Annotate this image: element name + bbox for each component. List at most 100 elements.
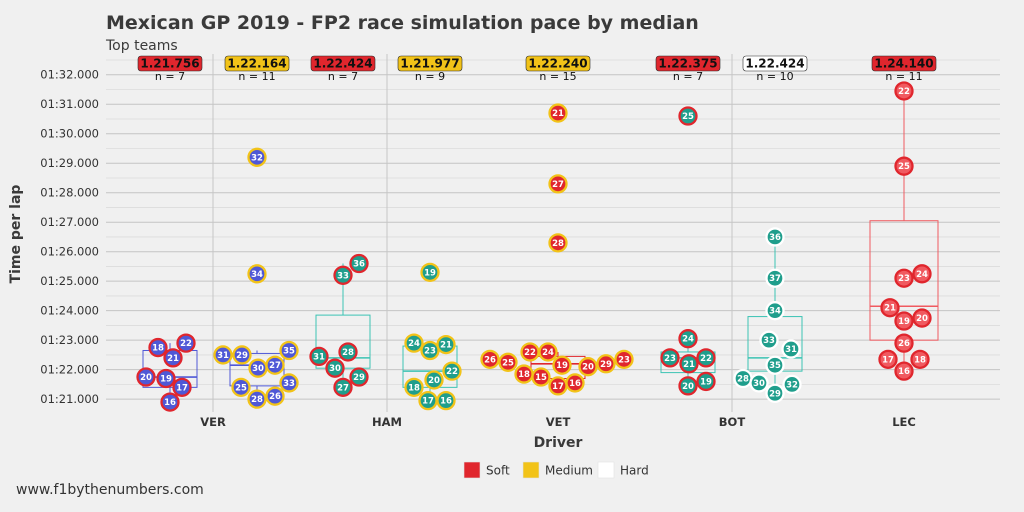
median-badge — [137, 55, 203, 72]
y-tick-label: 01:21.000 — [40, 392, 99, 406]
lap-point — [338, 342, 358, 362]
lap-number-label: 19 — [424, 268, 436, 278]
median-badge — [397, 55, 463, 72]
lap-point — [279, 373, 299, 393]
y-tick-label: 01:29.000 — [40, 156, 99, 170]
lap-number-label: 24 — [542, 348, 554, 358]
chart-title: Mexican GP 2019 - FP2 race simulation pa… — [106, 12, 699, 34]
sample-count-label: n = 9 — [415, 70, 445, 83]
lap-number-label: 16 — [440, 397, 452, 407]
lap-number-label: 21 — [167, 354, 179, 364]
lap-number-label: 33 — [283, 379, 295, 389]
footer-url: www.f1bythenumbers.com — [16, 482, 204, 498]
legend-label: Hard — [620, 464, 649, 478]
lap-number-label: 36 — [769, 233, 781, 243]
lap-number-label: 23 — [898, 274, 910, 284]
x-tick-label: BOT — [719, 415, 746, 429]
lap-point — [548, 376, 568, 396]
lap-number-label: 19 — [160, 375, 172, 385]
y-tick-label: 01:32.000 — [40, 68, 99, 82]
lap-points: 1617181920212225262728293031323334352728… — [136, 81, 932, 412]
lap-number-label: 22 — [898, 87, 910, 97]
lap-number-label: 17 — [552, 382, 564, 392]
lap-point — [248, 358, 268, 378]
lap-number-label: 17 — [422, 397, 434, 407]
lap-number-label: 22 — [446, 367, 458, 377]
lap-number-label: 21 — [440, 341, 452, 351]
lap-number-label: 33 — [763, 336, 775, 346]
legend-label: Soft — [486, 464, 510, 478]
lap-point — [596, 354, 616, 374]
lap-number-label: 36 — [353, 259, 365, 269]
lap-number-label: 22 — [524, 348, 536, 358]
median-time-label: 1.22.240 — [528, 57, 587, 71]
lap-number-label: 34 — [769, 307, 781, 317]
lap-point — [678, 106, 698, 126]
lap-point — [678, 329, 698, 349]
median-time-label: 1.22.164 — [227, 57, 286, 71]
lap-number-label: 20 — [428, 376, 440, 386]
lap-number-label: 32 — [251, 153, 263, 163]
lap-point — [548, 103, 568, 123]
y-tick-label: 01:28.000 — [40, 186, 99, 200]
lap-number-label: 25 — [502, 358, 514, 368]
lap-point — [749, 373, 769, 393]
lap-point — [894, 361, 914, 381]
lap-point — [759, 330, 779, 350]
median-badge — [655, 55, 721, 72]
lap-number-label: 28 — [737, 375, 749, 385]
lap-number-label: 18 — [408, 383, 420, 393]
lap-point — [578, 357, 598, 377]
lap-number-label: 17 — [882, 355, 894, 365]
lap-number-label: 23 — [618, 355, 630, 365]
lap-point — [782, 374, 802, 395]
lap-number-label: 21 — [884, 304, 896, 314]
lap-number-label: 32 — [786, 380, 798, 390]
median-time-label: 1.21.756 — [140, 57, 199, 71]
lap-point — [660, 348, 680, 368]
lap-point — [878, 349, 898, 369]
y-tick-label: 01:30.000 — [40, 127, 99, 141]
lap-point — [247, 264, 267, 284]
sample-count-label: n = 11 — [238, 70, 275, 83]
lap-point — [880, 298, 900, 318]
lap-point — [420, 262, 440, 282]
lap-point — [548, 174, 568, 194]
lap-point — [349, 367, 369, 387]
lap-point — [265, 386, 285, 406]
lap-point — [765, 268, 785, 288]
legend-swatch — [522, 461, 540, 479]
lap-number-label: 16 — [569, 379, 581, 389]
lap-point — [309, 346, 329, 367]
sample-count-label: n = 7 — [673, 70, 703, 83]
y-tick-label: 01:26.000 — [40, 245, 99, 259]
y-axis-ticks: 01:21.000 01:22.000 01:23.000 01:24.000 01:2… — [40, 68, 99, 406]
legend-swatch — [597, 461, 615, 479]
lap-number-label: 19 — [898, 317, 910, 327]
legend-label: Medium — [545, 464, 593, 478]
lap-number-label: 24 — [916, 270, 928, 280]
box-iqr — [229, 352, 285, 387]
lap-number-label: 25 — [682, 112, 694, 122]
lap-number-label: 23 — [424, 346, 436, 356]
lap-point — [765, 301, 785, 321]
lap-point — [912, 308, 932, 328]
lap-number-label: 16 — [898, 367, 910, 377]
lap-point — [781, 339, 801, 359]
lap-number-label: 25 — [235, 383, 247, 393]
lap-point — [679, 354, 699, 374]
lap-number-label: 29 — [353, 373, 365, 383]
lap-point — [894, 156, 914, 176]
lap-number-label: 26 — [898, 339, 910, 349]
y-axis-title: Time per lap — [8, 185, 24, 284]
lap-number-label: 27 — [552, 180, 564, 190]
lap-point — [696, 371, 716, 392]
lap-point — [404, 333, 424, 353]
lap-point — [333, 265, 353, 285]
lap-number-label: 29 — [600, 360, 612, 370]
lap-number-label: 35 — [283, 346, 295, 356]
lap-number-label: 34 — [251, 270, 263, 280]
lap-number-label: 19 — [556, 361, 568, 371]
y-tick-label: 01:25.000 — [40, 274, 99, 288]
lap-point — [614, 349, 634, 369]
